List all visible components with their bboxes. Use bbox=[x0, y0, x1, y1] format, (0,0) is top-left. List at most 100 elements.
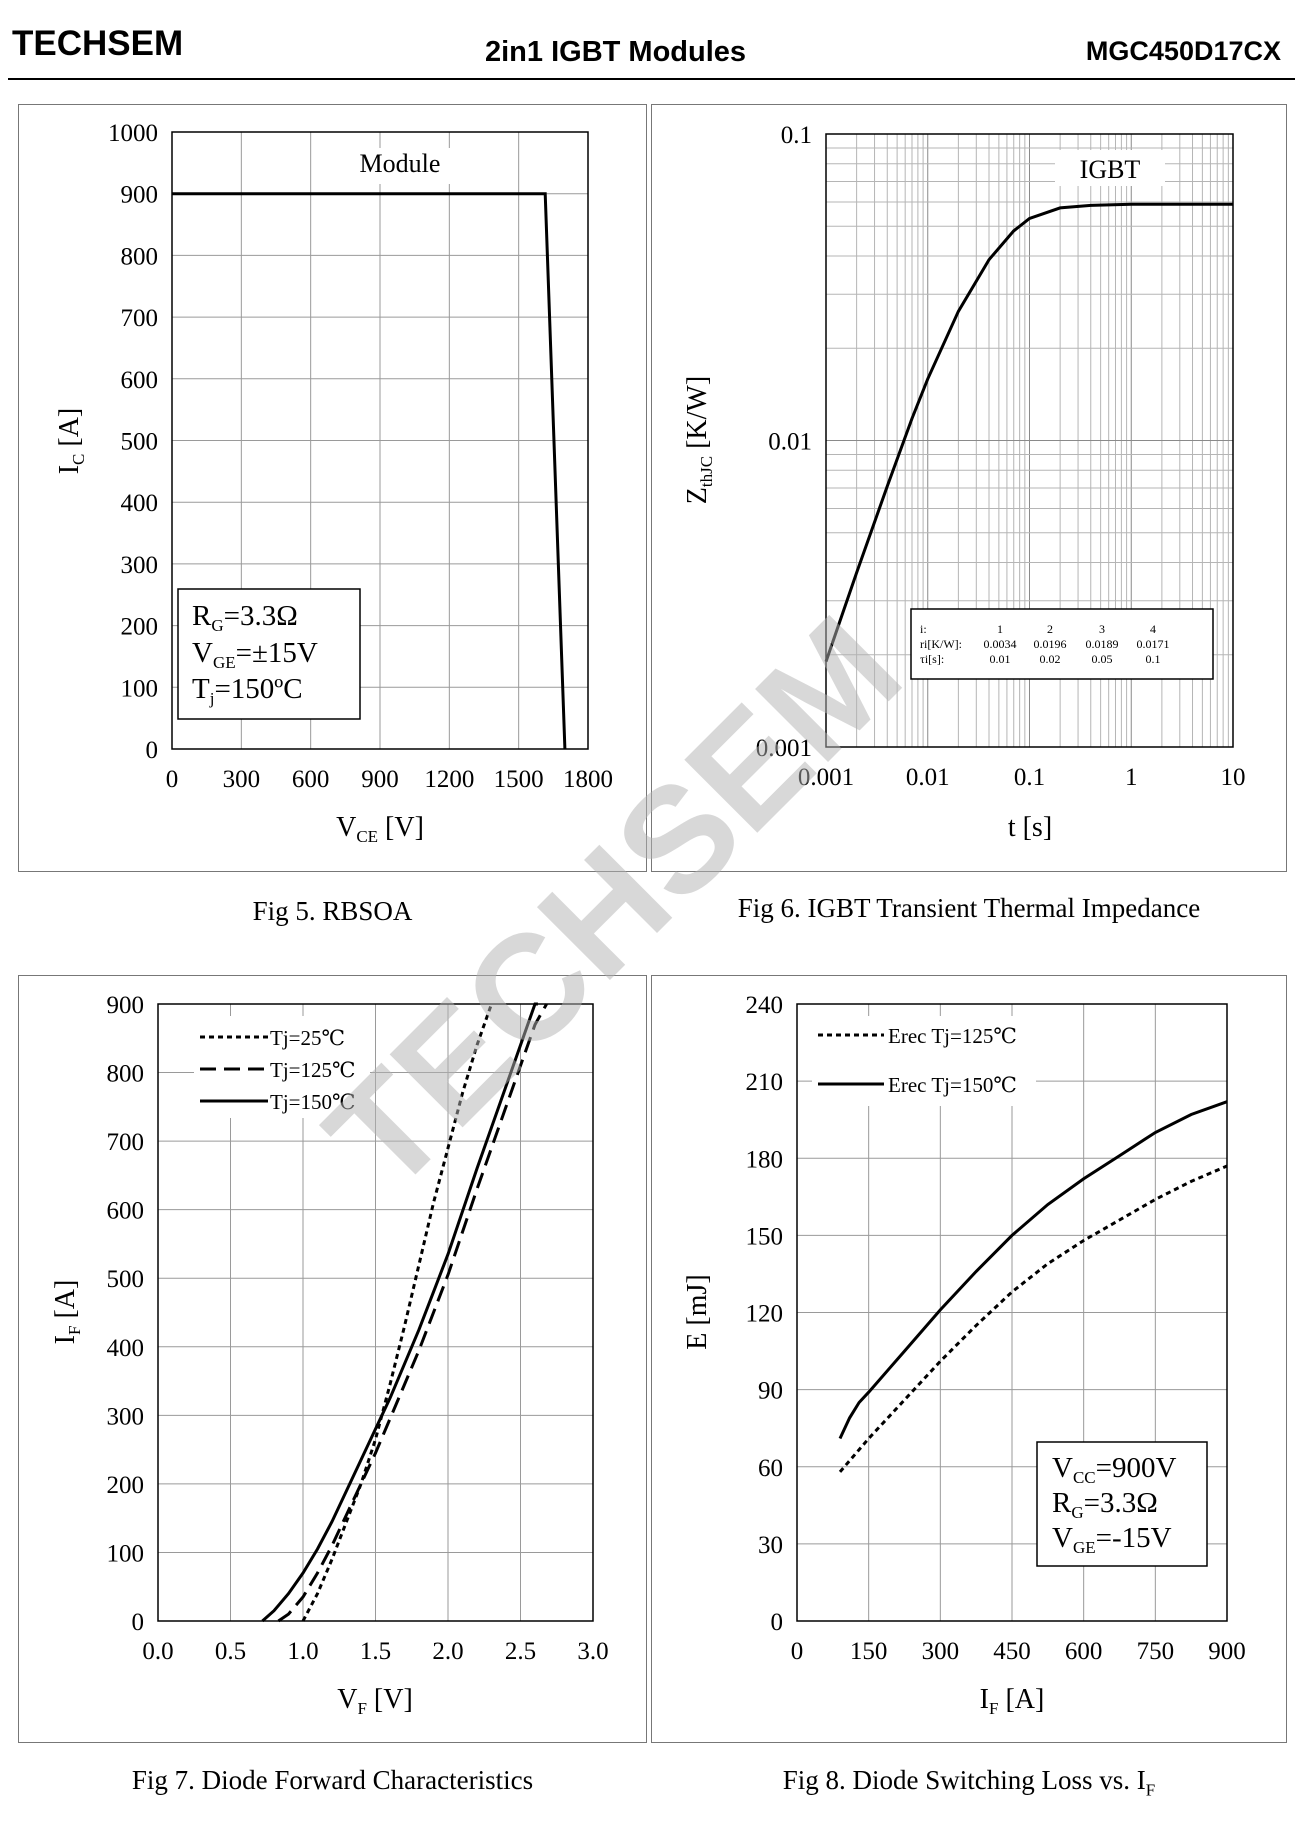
f7-ytick-label: 200 bbox=[107, 1472, 145, 1499]
fig7-xlabel-unit: [V] bbox=[367, 1684, 413, 1715]
fig7-ylabel-unit: [A] bbox=[50, 1280, 81, 1326]
f6-xtick-label: 1 bbox=[1125, 764, 1138, 791]
f7-legend-label: Tj=125℃ bbox=[270, 1058, 356, 1082]
fig5-cond-tj-sub: j bbox=[209, 689, 215, 708]
f7-xtick-label: 2.0 bbox=[432, 1638, 463, 1665]
f6-xtick-label: 10 bbox=[1221, 764, 1246, 791]
f7-ytick-label: 100 bbox=[107, 1540, 145, 1567]
document-title: 2in1 IGBT Modules bbox=[485, 36, 747, 68]
fig8-caption: Fig 8. Diode Switching Loss vs. IF bbox=[651, 1765, 1287, 1800]
fig8-xlabel-sub: F bbox=[989, 1699, 998, 1718]
fig5-cond-vge-sub: GE bbox=[213, 653, 236, 672]
fig5-y-axis-label: IC [A] bbox=[54, 408, 88, 475]
fig6-series-igbt bbox=[824, 202, 1233, 663]
fig6-plot-frame bbox=[825, 133, 1234, 748]
f7-xtick-label: 3.0 bbox=[577, 1638, 608, 1665]
fig8-cond-vge-rest: =-15V bbox=[1096, 1522, 1172, 1554]
f5-xtick-label: 300 bbox=[223, 766, 261, 793]
fig8-xlabel-unit: [A] bbox=[998, 1684, 1044, 1715]
fig7-ylabel-sub: F bbox=[65, 1326, 84, 1335]
f6-table-cell: 2 bbox=[1047, 622, 1053, 636]
f8-xtick-label: 150 bbox=[850, 1638, 888, 1665]
fig5-xlabel-sub: CE bbox=[356, 827, 378, 846]
fig5-cond-tj-main: T bbox=[192, 673, 210, 705]
fig5-xlabel-unit: [V] bbox=[378, 812, 424, 843]
f6-xtick-label: 0.1 bbox=[1014, 764, 1045, 791]
fig5-cond-vge-main: V bbox=[192, 637, 213, 669]
fig8-y-axis-label: E [mJ] bbox=[682, 1274, 713, 1349]
f5-xtick-label: 600 bbox=[292, 766, 330, 793]
fig5-cond-vge-rest: =±15V bbox=[236, 637, 318, 669]
f5-xtick-label: 1200 bbox=[424, 766, 474, 793]
fig8-x-axis-label: IF [A] bbox=[980, 1684, 1045, 1718]
fig8-cond-vge-sub: GE bbox=[1073, 1538, 1096, 1557]
f7-xtick-label: 0.0 bbox=[142, 1638, 173, 1665]
fig5-ylabel-unit: [A] bbox=[54, 408, 85, 454]
fig7-ylabel-main: I bbox=[50, 1335, 81, 1344]
fig5-panel bbox=[18, 104, 647, 872]
fig8-cond-rg-rest: =3.3Ω bbox=[1084, 1487, 1158, 1519]
f8-ytick-label: 180 bbox=[746, 1146, 784, 1173]
f8-series-1 bbox=[838, 1100, 1228, 1440]
fig8-condition-vcc: VCC=900V bbox=[1052, 1452, 1176, 1487]
f8-ytick-label: 150 bbox=[746, 1223, 784, 1250]
fig6-parameter-table: i: 1 2 3 4 ri[K/W]: 0.0034 0.0196 0.0189 0.0171 τi… bbox=[910, 608, 1214, 680]
fig5-ylabel-sub: C bbox=[69, 454, 88, 465]
fig7-xlabel-sub: F bbox=[357, 1699, 366, 1718]
fig7-caption: Fig 7. Diode Forward Characteristics bbox=[131, 1765, 534, 1795]
f8-ytick-label: 210 bbox=[746, 1069, 784, 1096]
f6-ytick-label: 0.001 bbox=[756, 735, 812, 762]
f5-ytick-label: 0 bbox=[146, 737, 159, 764]
f7-ytick-label: 300 bbox=[107, 1403, 145, 1430]
f8-xtick-label: 0 bbox=[791, 1638, 804, 1665]
f8-xtick-label: 900 bbox=[1208, 1638, 1246, 1665]
fig6-chart: 0.001 0.01 0.1 1 10 0.001 0.01 0.1 IGBT i: 1 2 3 4 r… bbox=[682, 122, 1246, 843]
watermark: TECHSEM bbox=[295, 585, 932, 1222]
f8-ytick-label: 240 bbox=[746, 992, 784, 1019]
fig8-cond-vcc-sub: CC bbox=[1073, 1468, 1096, 1487]
f7-ytick-label: 700 bbox=[107, 1129, 145, 1156]
f7-ytick-label: 400 bbox=[107, 1335, 145, 1362]
f7-ytick-label: 600 bbox=[107, 1198, 145, 1225]
fig6-caption: Fig 6. IGBT Transient Thermal Impedance bbox=[737, 893, 1201, 923]
f8-legend-label: Erec Tj=150℃ bbox=[888, 1073, 1017, 1097]
f8-ytick-label: 60 bbox=[758, 1455, 783, 1482]
f6-table-cell: 0.0034 bbox=[984, 637, 1017, 651]
fig6-annotation-bg bbox=[1055, 150, 1165, 186]
f6-table-cell: τi[s]: bbox=[920, 652, 944, 666]
fig6-ylabel-unit: [K/W] bbox=[682, 376, 713, 456]
f6-table-cell: 0.1 bbox=[1146, 652, 1161, 666]
f5-xtick-label: 0 bbox=[166, 766, 179, 793]
fig8-condition-rg: RG=3.3Ω bbox=[1052, 1487, 1158, 1522]
fig5-series-module bbox=[172, 192, 567, 750]
fig6-panel bbox=[651, 104, 1287, 872]
f5-xtick-label: 1800 bbox=[563, 766, 613, 793]
fig6-ylabel-main: Z bbox=[682, 487, 713, 504]
fig7-xlabel-main: V bbox=[337, 1684, 357, 1715]
f5-ytick-label: 1000 bbox=[108, 120, 158, 147]
fig8-caption-sub: F bbox=[1145, 1780, 1156, 1800]
f6-table-cell: 0.0196 bbox=[1034, 637, 1067, 651]
fig5-chart: 0 300 600 900 1200 1500 1800 0 100 200 300 400 500 60… bbox=[54, 120, 613, 846]
fig5-condition-vge: VGE=±15V bbox=[192, 637, 318, 672]
fig5-condition-tj: Tj=150ºC bbox=[192, 673, 303, 708]
f5-ytick-label: 300 bbox=[121, 552, 159, 579]
f6-xtick-label: 0.01 bbox=[906, 764, 950, 791]
f6-table-cell: 3 bbox=[1099, 622, 1105, 636]
fig8-conditions-box bbox=[1036, 1441, 1208, 1567]
fig8-cond-vcc-main: V bbox=[1052, 1452, 1073, 1484]
f7-legend-label: Tj=25℃ bbox=[270, 1026, 345, 1050]
f7-xtick-label: 1.0 bbox=[287, 1638, 318, 1665]
f6-table-cell: 0.05 bbox=[1092, 652, 1113, 666]
f5-ytick-label: 500 bbox=[121, 429, 159, 456]
f6-ytick-label: 0.1 bbox=[781, 122, 812, 149]
f8-ytick-label: 90 bbox=[758, 1378, 783, 1405]
f5-ytick-label: 400 bbox=[121, 490, 159, 517]
fig6-table-frame bbox=[910, 608, 1214, 680]
fig5-plot-frame bbox=[171, 131, 589, 750]
fig8-cond-vge-main: V bbox=[1052, 1522, 1073, 1554]
f6-xtick-label: 0.001 bbox=[798, 764, 854, 791]
fig5-cond-rg-rest: =3.3Ω bbox=[224, 600, 298, 632]
fig5-cond-rg-sub: G bbox=[211, 616, 223, 635]
f6-table-cell: 0.02 bbox=[1040, 652, 1061, 666]
